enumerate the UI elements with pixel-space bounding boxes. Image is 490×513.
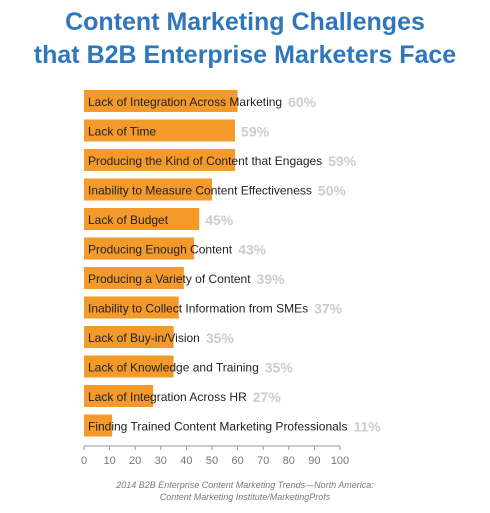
bar xyxy=(84,326,174,348)
x-tick-label: 100 xyxy=(331,455,349,467)
category-label: Lack of Knowledge and Training xyxy=(88,361,259,375)
chart-source-line-1: 2014 B2B Enterprise Content Marketing Tr… xyxy=(116,480,374,490)
x-tick-label: 30 xyxy=(155,455,167,467)
category-label: Producing a Variety of Content xyxy=(88,272,251,286)
category-label: Lack of Integration Across HR xyxy=(88,390,247,404)
category-label: Inability to Measure Content Effectivene… xyxy=(88,184,312,198)
category-label: Lack of Time xyxy=(88,125,156,139)
chart-title-line-2: that B2B Enterprise Marketers Face xyxy=(33,41,457,69)
x-tick-label: 80 xyxy=(283,455,295,467)
chart-title: Content Marketing Challenges that B2B En… xyxy=(0,6,490,72)
category-label: Lack of Integration Across Marketing xyxy=(88,95,282,109)
value-label: 45% xyxy=(205,212,234,228)
bar xyxy=(84,208,200,230)
value-label: 37% xyxy=(314,301,343,317)
bar xyxy=(84,414,113,437)
category-label: Producing Enough Content xyxy=(88,243,233,257)
value-label: 11% xyxy=(353,419,381,435)
x-tick-label: 10 xyxy=(103,455,115,467)
category-label: Finding Trained Content Marketing Profes… xyxy=(88,420,347,434)
category-label: Lack of Buy-in/Vision xyxy=(88,331,200,345)
bar xyxy=(84,267,184,289)
x-tick-label: 0 xyxy=(81,455,87,467)
x-tick-label: 40 xyxy=(180,455,192,467)
value-label: 35% xyxy=(206,330,235,346)
bar xyxy=(84,90,238,112)
x-axis: 0 10 20 30 40 50 60 70 80 90 100 xyxy=(81,445,349,467)
value-label: 50% xyxy=(318,183,347,199)
x-tick-label: 90 xyxy=(308,455,320,467)
bar xyxy=(84,149,236,171)
category-label: Inability to Collect Information from SM… xyxy=(88,302,308,316)
x-tick-label: 60 xyxy=(231,455,243,467)
x-tick-label: 50 xyxy=(206,455,218,467)
chart-title-line-1: Content Marketing Challenges xyxy=(65,8,425,36)
value-label: 59% xyxy=(241,124,270,140)
bar xyxy=(84,355,174,378)
bar xyxy=(84,119,236,142)
bars-layer: Lack of Integration Across Marketing 60% L… xyxy=(84,90,381,437)
x-tick-label: 20 xyxy=(129,455,141,467)
bar xyxy=(84,178,212,201)
value-label: 39% xyxy=(257,271,286,287)
value-label: 43% xyxy=(238,242,267,258)
value-label: 60% xyxy=(288,94,317,110)
chart-source: 2014 B2B Enterprise Content Marketing Tr… xyxy=(0,479,490,503)
chart-source-line-2: Content Marketing Institute/MarketingPro… xyxy=(159,492,331,502)
category-label: Producing the Kind of Content that Engag… xyxy=(88,154,322,168)
value-label: 27% xyxy=(253,389,282,405)
category-label: Lack of Budget xyxy=(88,213,169,227)
x-tick-label: 70 xyxy=(257,455,269,467)
bar xyxy=(84,296,179,319)
bar xyxy=(84,237,195,260)
value-label: 59% xyxy=(328,153,357,169)
bar xyxy=(84,385,154,407)
value-label: 35% xyxy=(265,360,294,376)
